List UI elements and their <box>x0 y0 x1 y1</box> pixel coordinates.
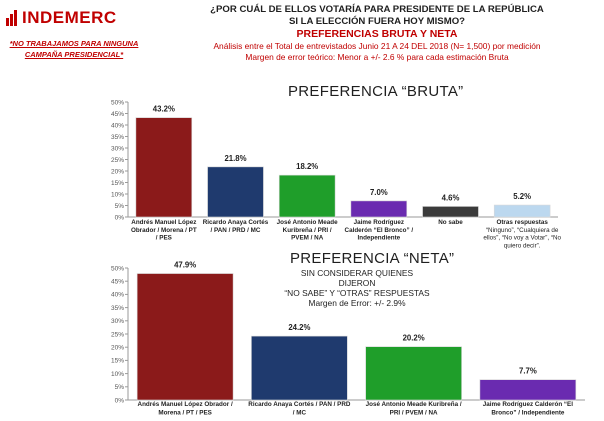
neta-y-tick-label: 20% <box>111 345 124 352</box>
brand-name: INDEMERC <box>22 8 117 27</box>
bruta-y-tick-label: 5% <box>115 203 125 210</box>
bruta-data-label: 43.2% <box>153 105 175 114</box>
neta-category-label: Bronco” / Independiente <box>491 410 565 417</box>
neta-y-tick-label: 10% <box>111 371 124 378</box>
neta-category-label: Jaime Rodríguez Calderón “El <box>483 401 574 408</box>
neta-bar <box>365 346 462 401</box>
neta-note-line-2: “NO SABE” Y “OTRAS” RESPUESTAS <box>284 288 430 298</box>
bruta-category-label: Andrés Manuel López <box>131 219 196 226</box>
bruta-bar <box>207 166 264 218</box>
page-subtitle: PREFERENCIAS BRUTA Y NETA <box>296 28 458 40</box>
bruta-data-label: 18.2% <box>296 162 318 171</box>
bruta-category-label: Jaime Rodríguez <box>354 219 404 226</box>
neta-category-label: / MC <box>293 410 307 417</box>
bruta-y-tick-label: 30% <box>111 145 124 152</box>
question-line-2: SI LA ELECCIÓN FUERA HOY MISMO? <box>288 16 466 27</box>
disclaimer: *NO TRABAJAMOS PARA NINGUNA CAMPAÑA PRES… <box>9 39 139 59</box>
neta-data-label: 7.7% <box>519 367 537 376</box>
neta-notes: SIN CONSIDERAR QUIENES DIJERON “NO SABE”… <box>282 268 432 308</box>
bruta-category-label: ellos”, “No voy a Votar”, “No <box>483 235 561 242</box>
bruta-bar <box>135 117 193 218</box>
bruta-category-label: / PES <box>156 235 172 242</box>
bruta-category-label: Ricardo Anaya Cortés <box>203 219 269 226</box>
error-note: Margen de error teórico: Menor a +/- 2.6… <box>245 52 509 62</box>
question-line-1: ¿POR CUÁL DE ELLOS VOTARÍA PARA PRESIDEN… <box>210 4 544 15</box>
bruta-category-label: José Antonio Meade <box>277 219 338 226</box>
bruta-data-label: 7.0% <box>370 188 388 197</box>
bruta-chart-title: PREFERENCIA “BRUTA” <box>288 83 464 100</box>
neta-y-tick-label: 45% <box>111 279 124 286</box>
bruta-y-tick-label: 50% <box>111 99 124 106</box>
bruta-bar <box>422 206 479 218</box>
neta-bar <box>136 273 234 401</box>
bruta-category-label: No sabe <box>438 219 463 226</box>
neta-category-label: Morena / PT / PES <box>158 410 212 417</box>
neta-data-label: 47.9% <box>174 261 196 270</box>
neta-y-tick-label: 5% <box>115 384 125 391</box>
neta-bar <box>479 379 577 401</box>
page-header: ¿POR CUÁL DE ELLOS VOTARÍA PARA PRESIDEN… <box>150 4 604 63</box>
neta-category-label: José Antonio Meade Kuribreña / <box>366 401 462 408</box>
neta-y-tick-label: 25% <box>111 331 124 338</box>
neta-y-tick-label: 35% <box>111 305 124 312</box>
neta-y-tick-label: 15% <box>111 358 124 365</box>
neta-data-label: 24.2% <box>288 323 310 332</box>
neta-category-label: Andrés Manuel López Obrador / <box>138 401 233 408</box>
neta-y-tick-label: 30% <box>111 318 124 325</box>
neta-category-label: Ricardo Anaya Cortés / PAN / PRD <box>248 401 351 408</box>
bruta-data-label: 5.2% <box>513 192 531 201</box>
logo-bars-icon <box>6 10 20 26</box>
bruta-y-tick-label: 20% <box>111 168 124 175</box>
bruta-category-label: PVEM / NA <box>291 235 324 242</box>
bruta-data-label: 21.8% <box>224 154 246 163</box>
bruta-data-label: 4.6% <box>442 193 460 202</box>
bruta-y-tick-label: 10% <box>111 191 124 198</box>
bruta-category-label: Independiente <box>357 235 400 242</box>
neta-category-label: PRI / PVEM / NA <box>390 410 438 417</box>
bruta-category-label: “Ninguno”, “Cualquiera de <box>486 227 559 234</box>
bruta-y-tick-label: 35% <box>111 134 124 141</box>
bruta-y-tick-label: 45% <box>111 111 124 118</box>
neta-note-line-3: Margen de Error: +/- 2.9% <box>308 298 406 308</box>
bruta-y-tick-label: 25% <box>111 157 124 164</box>
neta-note-line-1: SIN CONSIDERAR QUIENES DIJERON <box>300 268 414 288</box>
brand-logo: INDEMERC <box>6 8 117 28</box>
sample-note: Análisis entre el Total de entrevistados… <box>213 41 541 51</box>
bruta-category-label: quiero decir”. <box>504 242 541 249</box>
bruta-y-tick-label: 15% <box>111 180 124 187</box>
neta-data-label: 20.2% <box>403 334 425 343</box>
neta-y-tick-label: 0% <box>115 397 125 404</box>
bruta-category-label: / PAN / PRD / MC <box>211 227 261 234</box>
bruta-category-label: Obrador / Morena / PT <box>131 227 197 234</box>
bruta-bar <box>350 200 408 218</box>
neta-y-tick-label: 50% <box>111 265 124 272</box>
bruta-category-label: Calderón “El Bronco” / <box>345 227 414 234</box>
bruta-y-tick-label: 40% <box>111 122 124 129</box>
bruta-bar <box>493 204 551 218</box>
bruta-category-label: Otras respuestas <box>496 219 548 226</box>
neta-chart-title: PREFERENCIA “NETA” <box>290 250 455 267</box>
bruta-category-label: Kuribreña / PRI / <box>283 227 332 234</box>
neta-bar <box>251 335 348 401</box>
bruta-y-tick-label: 0% <box>115 214 125 221</box>
bruta-bar <box>278 174 336 218</box>
neta-y-tick-label: 40% <box>111 292 124 299</box>
